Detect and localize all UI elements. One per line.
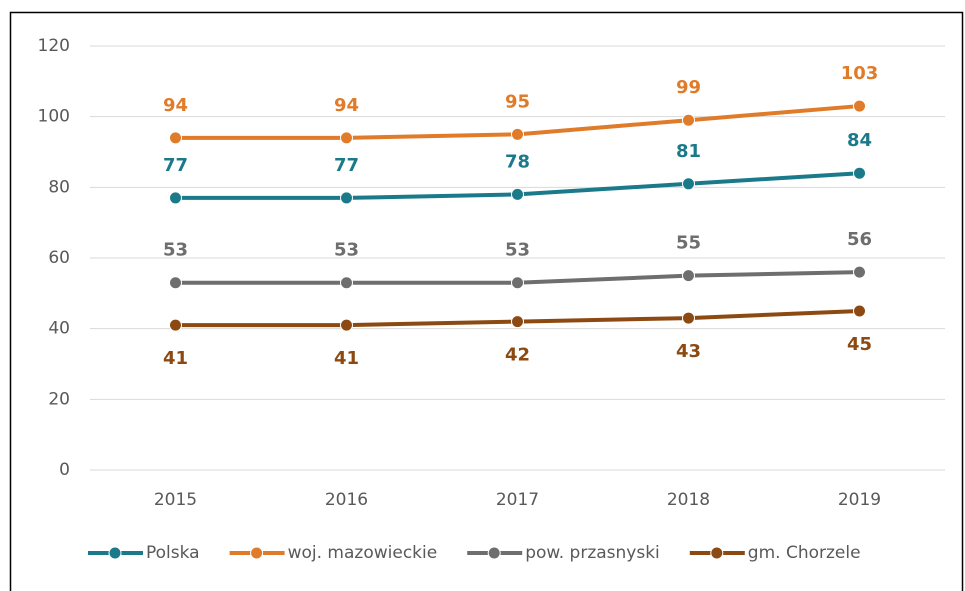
data-label: 77: [334, 155, 359, 176]
data-label: 99: [676, 77, 701, 98]
point: [853, 166, 866, 180]
data-label: 77: [163, 155, 188, 176]
point: [682, 311, 695, 325]
point: [340, 276, 353, 290]
point: [340, 191, 353, 205]
point: [340, 318, 353, 332]
data-label: 56: [847, 229, 872, 250]
x-tick-label: 2018: [667, 490, 710, 510]
point: [169, 191, 182, 205]
data-label: 84: [847, 130, 872, 151]
data-label: 53: [334, 240, 359, 261]
legend-marker: [250, 546, 264, 560]
legend-marker: [108, 546, 122, 560]
point: [853, 304, 866, 318]
data-label: 94: [334, 95, 359, 116]
data-label: 94: [163, 95, 188, 116]
data-label: 42: [505, 345, 530, 366]
point: [169, 318, 182, 332]
data-label: 81: [676, 141, 701, 162]
data-label: 45: [847, 334, 872, 355]
point: [682, 269, 695, 283]
point: [169, 276, 182, 290]
data-label: 41: [163, 348, 188, 369]
data-label: 53: [505, 240, 530, 261]
legend-label: pow. przasnyski: [525, 543, 660, 563]
legend-marker: [710, 546, 724, 560]
data-label: 41: [334, 348, 359, 369]
point: [511, 187, 524, 201]
point: [511, 127, 524, 141]
data-label: 78: [505, 151, 530, 172]
legend-label: Polska: [146, 543, 200, 563]
y-tick-label: 40: [48, 319, 70, 339]
point: [853, 99, 866, 113]
x-tick-label: 2016: [325, 490, 368, 510]
data-label: 43: [676, 341, 701, 362]
legend-label: woj. mazowieckie: [288, 543, 438, 563]
x-tick-label: 2015: [154, 490, 197, 510]
data-label: 53: [163, 240, 188, 261]
point: [853, 265, 866, 279]
point: [169, 131, 182, 145]
point: [511, 315, 524, 329]
data-label: 55: [676, 233, 701, 254]
data-label: 95: [505, 91, 530, 112]
x-tick-label: 2017: [496, 490, 539, 510]
y-tick-label: 100: [38, 107, 70, 127]
data-label: 103: [841, 63, 879, 84]
x-tick-label: 2019: [838, 490, 881, 510]
y-tick-label: 60: [48, 248, 70, 268]
point: [682, 177, 695, 191]
point: [340, 131, 353, 145]
y-tick-label: 120: [38, 36, 70, 56]
point: [682, 113, 695, 127]
y-tick-label: 80: [48, 177, 70, 197]
point: [511, 276, 524, 290]
y-tick-label: 20: [48, 389, 70, 409]
y-tick-label: 0: [59, 460, 70, 480]
legend-marker: [487, 546, 501, 560]
legend-label: gm. Chorzele: [748, 543, 861, 563]
